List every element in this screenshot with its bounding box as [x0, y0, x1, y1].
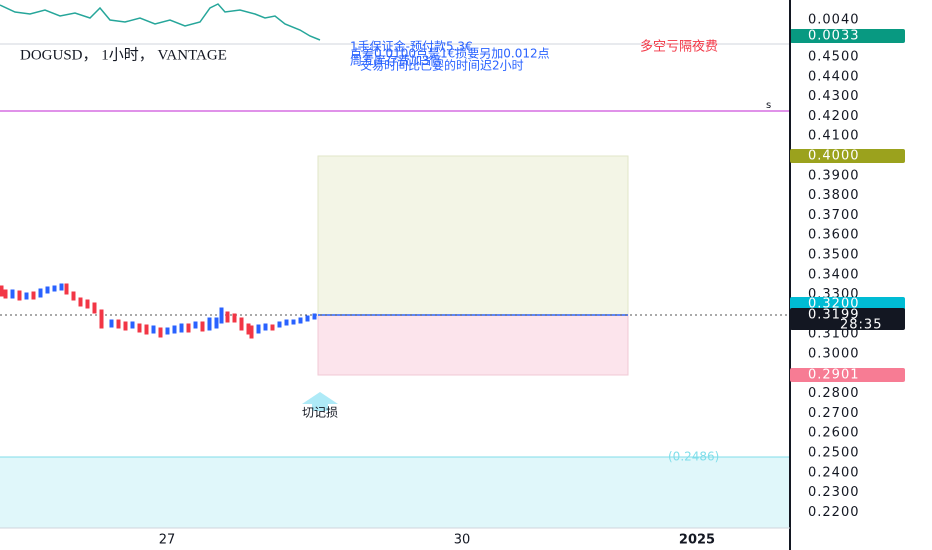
indicator-badge-bg: [790, 29, 905, 43]
badge-bg: [790, 308, 905, 330]
price-tick: 0.2600: [808, 426, 860, 441]
note: 周五库存费加3倍: [350, 53, 442, 68]
price-tick: 0.4500: [808, 50, 860, 65]
price-tick: 0.3900: [808, 168, 860, 183]
time-label: 27: [159, 533, 176, 548]
note: 1手保证金-预付款5.3€: [350, 39, 473, 54]
price-tick: 0.2800: [808, 386, 860, 401]
price-tick: 0.4200: [808, 109, 860, 124]
badge-bg: [790, 149, 905, 163]
price-tick: 0.3400: [808, 267, 860, 282]
support-zone: [0, 457, 790, 528]
time-label: 2025: [679, 533, 715, 548]
price-tick: 0.4100: [808, 129, 860, 144]
countdown: 28:35: [840, 318, 882, 333]
note: 点差0.0100点是1€损要另加0.012点: [350, 47, 550, 61]
target-badge: 0.4000: [808, 149, 860, 164]
badge-bg: [790, 297, 905, 311]
symbol-title: DOGUSD， 1小时， VANTAGE: [20, 46, 227, 63]
price-tick: 0.3600: [808, 228, 860, 243]
price-tick: 0.2200: [808, 505, 860, 520]
loss-zone: [317, 314, 629, 376]
candles-down: [0, 283, 275, 339]
price-badge: 0.3199: [808, 308, 860, 323]
time-label: 30: [454, 533, 471, 548]
price-tick: 0.4400: [808, 69, 860, 84]
profit-zone: [317, 155, 629, 316]
support-label: (0.2486): [668, 450, 719, 464]
badge-bg: [790, 368, 905, 382]
note: 交易时间比已婴的时间迟2小时: [360, 58, 524, 73]
entry-badge: 0.3200: [808, 297, 860, 312]
marker: s: [766, 100, 771, 111]
price-tick: 0.3100: [808, 327, 860, 342]
price-ticks: 0.4500 0.4400 0.4300 0.4200 0.4100 0.3900 0.38…: [808, 50, 860, 520]
candles-up: [10, 283, 317, 335]
price-tick: 0.3700: [808, 208, 860, 223]
arrow: [302, 392, 338, 411]
price-tick: 0.2700: [808, 406, 860, 421]
price-tick: 0.4300: [808, 89, 860, 104]
price-tick: 0.3000: [808, 347, 860, 362]
price-tick: 0.2400: [808, 465, 860, 480]
indicator-badge: 0.0033: [808, 29, 860, 44]
price-tick: 0.3800: [808, 188, 860, 203]
arrow-label: 切记损: [302, 406, 338, 420]
indicator-line: [0, 3, 321, 41]
price-tick: 0.2300: [808, 485, 860, 500]
stop-badge: 0.2901: [808, 368, 860, 383]
price-tick: 0.3500: [808, 248, 860, 263]
price-tick: 0.2500: [808, 446, 860, 461]
warning: 多空亏隔夜费: [640, 39, 718, 55]
indicator-tick: 0.0040: [808, 13, 860, 28]
